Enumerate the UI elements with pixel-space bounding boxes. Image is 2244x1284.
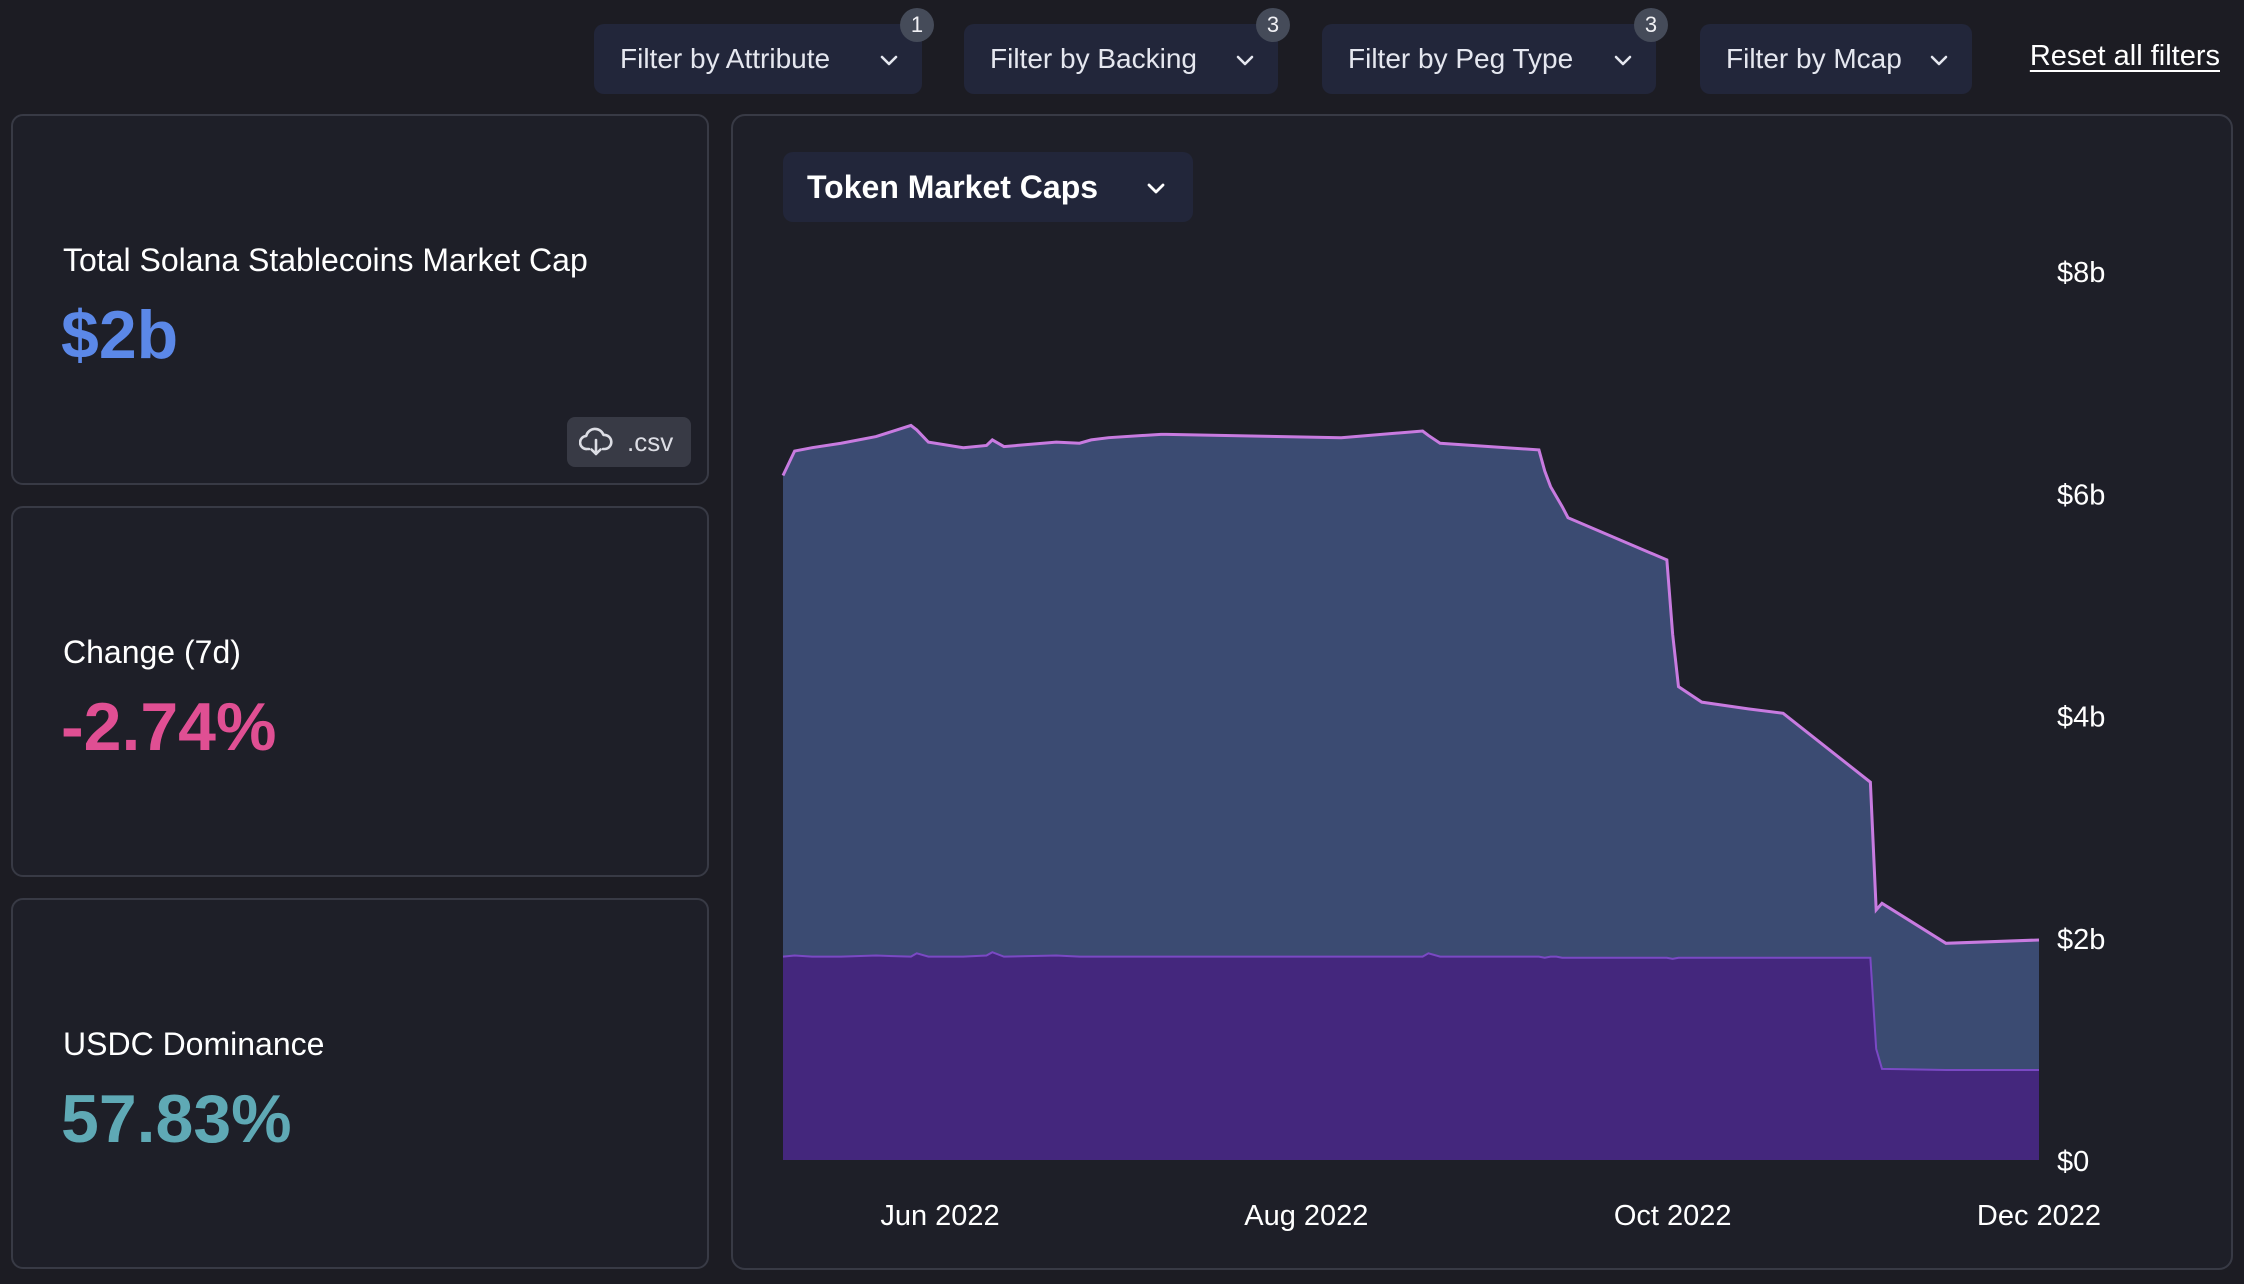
cloud-download-icon: [579, 427, 613, 456]
y-tick-label: $2b: [2057, 924, 2105, 956]
series-area-upper: [783, 425, 2039, 1070]
x-tick-label: Jun 2022: [880, 1200, 999, 1232]
chevron-down-icon: [1930, 55, 1948, 66]
card-label: Change (7d): [63, 634, 241, 670]
y-tick-label: $8b: [2057, 257, 2105, 289]
x-tick-label: Aug 2022: [1244, 1200, 1368, 1232]
filter-count-badge: 3: [1634, 8, 1668, 42]
series-area-lower: [783, 952, 2039, 1160]
x-tick-label: Dec 2022: [1977, 1200, 2101, 1232]
csv-label: .csv: [627, 426, 674, 457]
total-market-cap-card: Total Solana Stablecoins Market Cap $2b …: [11, 114, 709, 485]
y-tick-label: $6b: [2057, 479, 2105, 511]
filter-label: Filter by Backing: [990, 43, 1197, 74]
filter-count-badge: 3: [1256, 8, 1290, 42]
card-label: USDC Dominance: [63, 1026, 325, 1062]
download-csv-button[interactable]: .csv: [567, 417, 691, 467]
card-label: Total Solana Stablecoins Market Cap: [63, 242, 588, 278]
series-line-upper: [781, 423, 2040, 945]
chart-type-label: Token Market Caps: [807, 168, 1099, 205]
x-tick-label: Oct 2022: [1614, 1200, 1732, 1232]
reset-all-filters-link[interactable]: Reset all filters: [2029, 40, 2220, 72]
chevron-down-icon: [880, 55, 898, 66]
change-7d-value: -2.74%: [61, 689, 277, 765]
chevron-down-icon: [1614, 55, 1632, 66]
usdc-dominance-card: USDC Dominance 57.83%: [11, 898, 709, 1269]
filter-by-mcap-button[interactable]: Filter by Mcap: [1700, 24, 1972, 94]
change-7d-card: Change (7d) -2.74%: [11, 506, 709, 877]
y-tick-label: $4b: [2057, 702, 2105, 734]
chart-type-dropdown[interactable]: Token Market Caps: [783, 152, 1193, 222]
filter-by-attribute-button[interactable]: Filter by Attribute 1: [594, 8, 934, 94]
total-market-cap-value: $2b: [61, 297, 179, 373]
filter-count-badge: 1: [900, 8, 934, 42]
filter-label: Filter by Peg Type: [1348, 43, 1574, 74]
filter-label: Filter by Attribute: [620, 43, 831, 74]
filter-by-backing-button[interactable]: Filter by Backing 3: [964, 8, 1290, 94]
usdc-dominance-value: 57.83%: [61, 1081, 292, 1157]
y-tick-label: $0: [2057, 1146, 2089, 1178]
chevron-down-icon: [1236, 55, 1254, 66]
filter-label: Filter by Mcap: [1726, 43, 1902, 74]
chevron-down-icon: [1147, 183, 1165, 194]
filter-by-peg-type-button[interactable]: Filter by Peg Type 3: [1322, 8, 1668, 94]
series-line-lower: [782, 951, 2039, 1071]
